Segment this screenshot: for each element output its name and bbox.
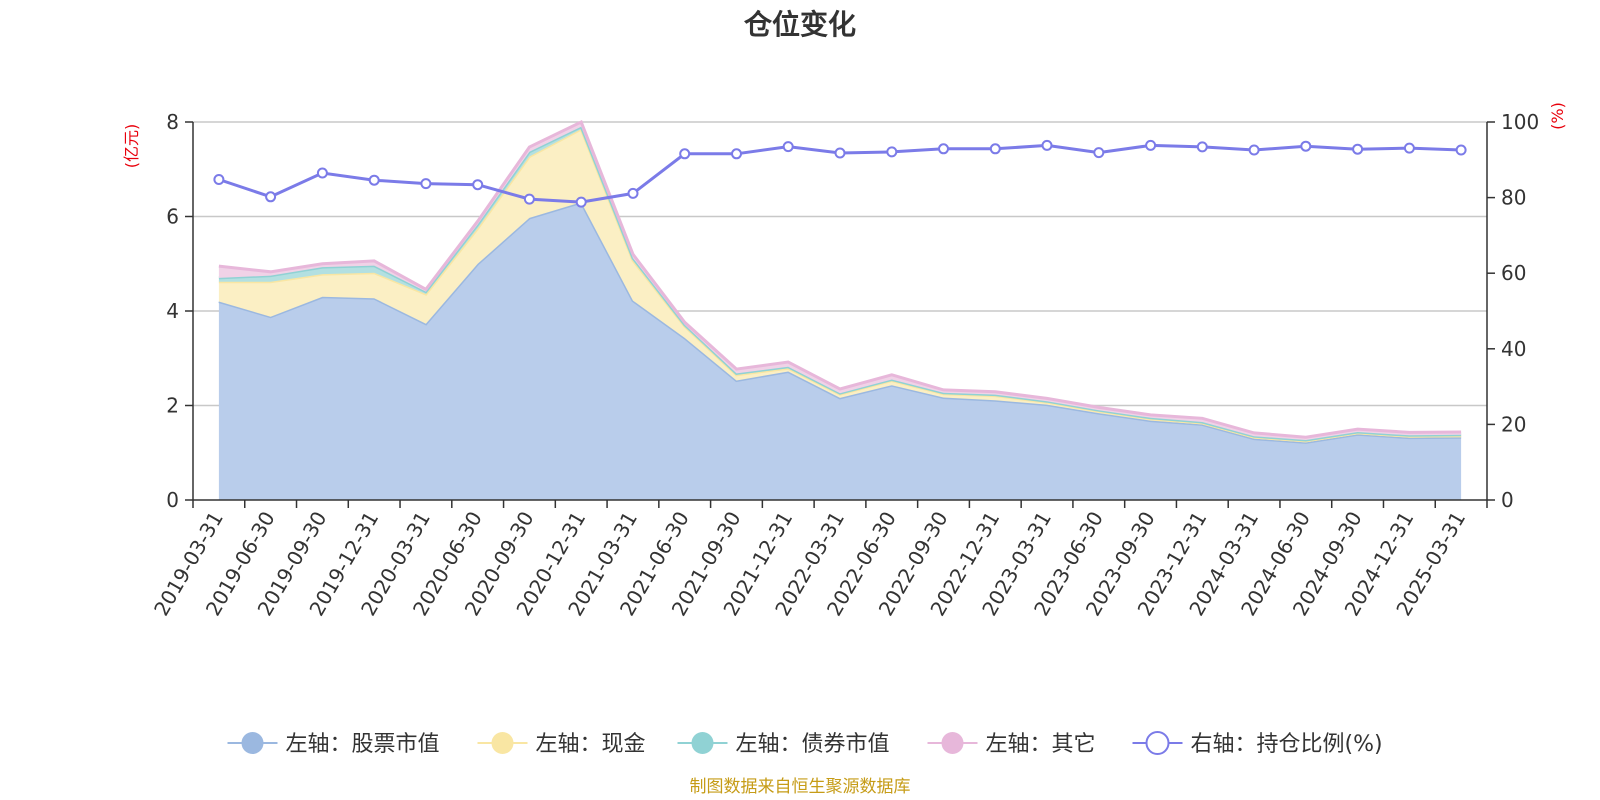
ratio-point — [627, 187, 639, 199]
ratio-point — [1300, 140, 1312, 152]
ratio-point — [731, 148, 742, 160]
ratio-point — [834, 147, 846, 159]
right-axis-tick-label: 0 — [1501, 488, 1514, 512]
ratio-point — [472, 179, 484, 191]
ratio-point — [782, 141, 794, 153]
legend-item[interactable]: 左轴：现金 — [477, 732, 646, 757]
ratio-point — [1455, 144, 1467, 156]
left-axis-tick-label: 0 — [166, 488, 179, 512]
right-axis-tick-label: 40 — [1501, 337, 1526, 361]
legend-marker — [491, 732, 514, 754]
area-top-line — [218, 119, 1462, 439]
ratio-point — [1248, 144, 1260, 156]
legend-marker — [1145, 731, 1170, 755]
ratio-point — [420, 178, 432, 190]
area-band — [218, 129, 1462, 443]
legend-marker — [241, 732, 264, 754]
source-note: 制图数据来自恒生聚源数据库 — [690, 777, 911, 797]
area-band — [218, 202, 1462, 501]
legend-item[interactable]: 左轴：债券市值 — [677, 732, 890, 757]
legend-item[interactable]: 右轴：持仓比例(%) — [1132, 731, 1383, 757]
legend[interactable]: 左轴：股票市值 左轴：现金 左轴：债券市值 左轴：其它 右轴：持仓比例(%) — [227, 731, 1383, 757]
legend-marker — [941, 732, 964, 754]
right-axis-tick-label: 80 — [1501, 186, 1526, 210]
ratio-point — [523, 193, 535, 205]
left-axis-unit-label: (亿元) — [122, 124, 141, 169]
area-series — [218, 119, 1462, 501]
legend-item[interactable]: 左轴：其它 — [927, 732, 1096, 757]
right-axis-tick-label: 20 — [1501, 412, 1526, 436]
legend-label: 左轴：债券市值 — [736, 732, 890, 757]
legend-label: 左轴：其它 — [986, 732, 1096, 757]
legend-item[interactable]: 左轴：股票市值 — [227, 732, 440, 757]
ratio-point — [1352, 143, 1364, 155]
right-axis-unit-label: (%) — [1548, 102, 1567, 130]
ratio-point — [265, 191, 277, 203]
ratio-point — [213, 174, 225, 185]
left-axis-tick-label: 4 — [166, 299, 179, 323]
legend-marker — [691, 732, 714, 754]
ratio-point — [368, 174, 380, 186]
ratio-point — [938, 143, 949, 155]
legend-label: 左轴：现金 — [536, 732, 646, 757]
right-axis-tick-label: 60 — [1501, 261, 1526, 285]
chart-title: 仓位变化 — [744, 8, 856, 41]
ratio-point — [679, 148, 691, 160]
ratio-point — [1093, 147, 1105, 159]
ratio-point — [989, 143, 1001, 155]
ratio-line-series — [213, 139, 1467, 208]
left-axis-tick-label: 6 — [166, 205, 179, 229]
left-axis-tick-label: 8 — [166, 110, 179, 134]
ratio-point — [316, 167, 328, 179]
legend-label: 右轴：持仓比例(%) — [1191, 732, 1383, 757]
ratio-point — [886, 146, 898, 158]
left-axis-tick-label: 2 — [166, 394, 179, 418]
ratio-point — [1196, 141, 1208, 153]
legend-label: 左轴：股票市值 — [286, 732, 440, 757]
ratio-point — [1403, 142, 1415, 154]
ratio-point — [1041, 139, 1053, 151]
ratio-point — [575, 196, 587, 208]
right-axis-tick-label: 100 — [1501, 110, 1539, 134]
ratio-point — [1145, 139, 1157, 151]
